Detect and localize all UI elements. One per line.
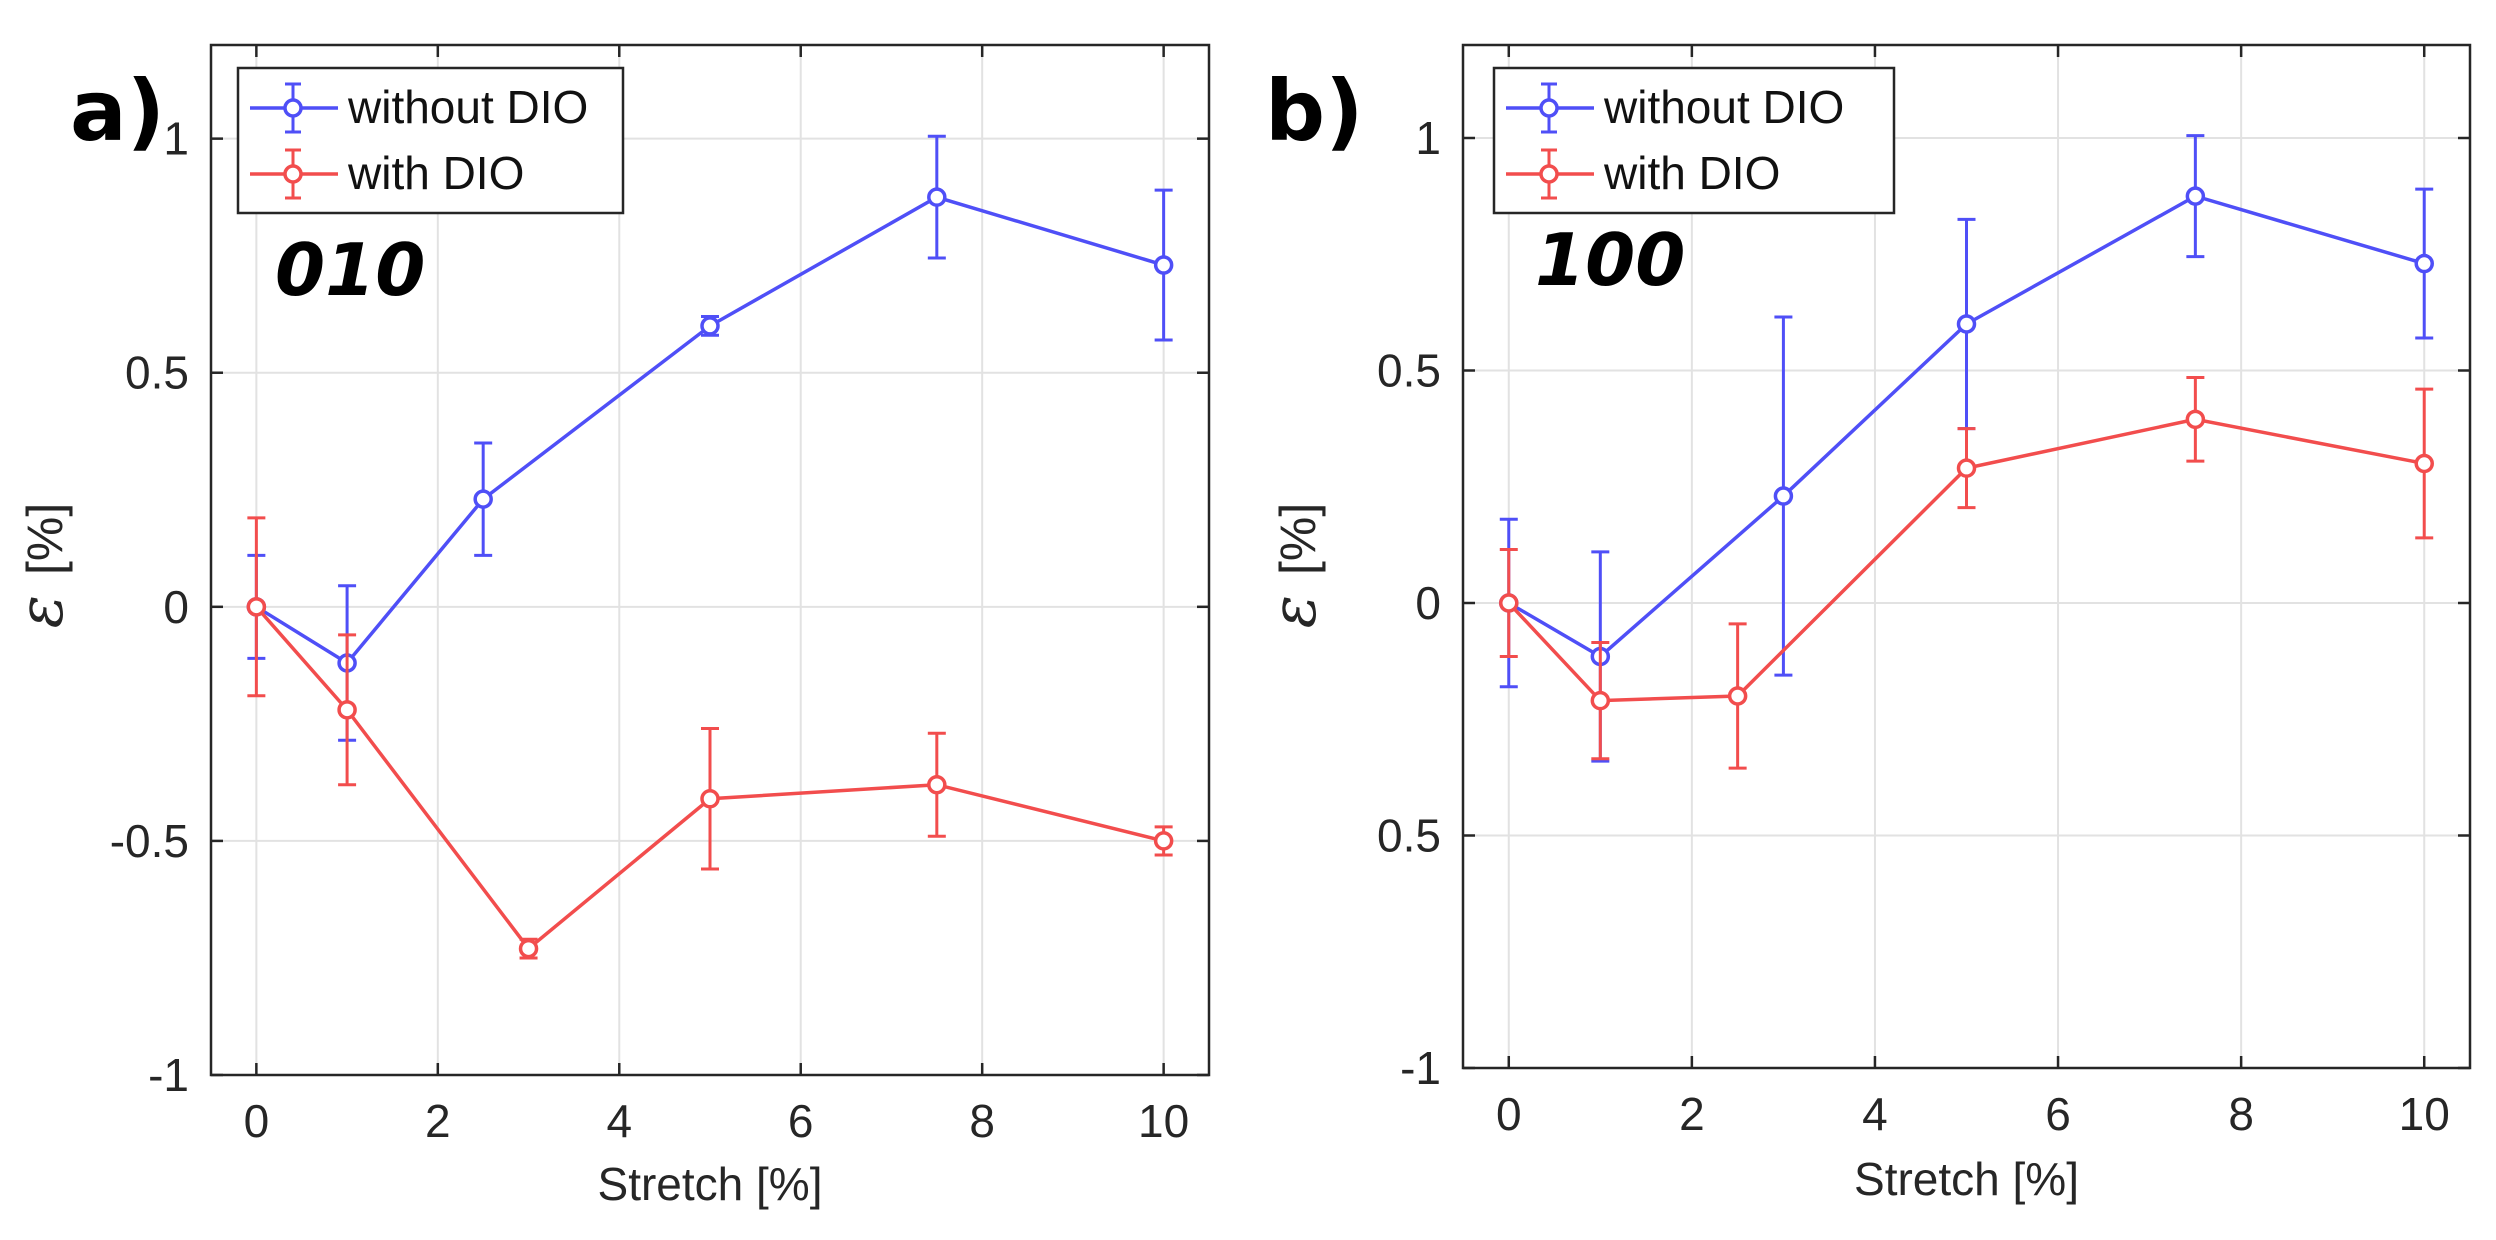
x-tick-label: 0 xyxy=(244,1095,270,1147)
legend-marker xyxy=(283,164,303,184)
data-point xyxy=(927,774,947,795)
y-tick-label: -1 xyxy=(148,1049,189,1101)
data-point xyxy=(927,187,947,207)
y-tick-label: 0.5 xyxy=(125,347,189,399)
y-tick-label: 0.5 xyxy=(1377,810,1441,862)
x-tick-label: 8 xyxy=(2228,1088,2254,1140)
legend-label: with DIO xyxy=(1603,147,1780,199)
series-line xyxy=(255,605,1165,952)
inset-label: 100 xyxy=(1535,218,1685,302)
legend-label: without DIO xyxy=(1603,81,1844,133)
data-point xyxy=(2414,453,2434,474)
y-tick-label: 1 xyxy=(163,113,189,165)
legend-label: without DIO xyxy=(347,81,588,133)
plot-area xyxy=(211,45,1209,1075)
x-axis-label: Stretch [%] xyxy=(598,1158,823,1210)
x-tick-label: 0 xyxy=(1496,1088,1522,1140)
data-point xyxy=(1956,314,1977,334)
y-tick-label: 1 xyxy=(1415,112,1441,164)
x-tick-label: 4 xyxy=(606,1095,632,1147)
data-point xyxy=(1773,486,1794,506)
data-point xyxy=(2185,409,2206,430)
axes-box xyxy=(209,43,1211,1077)
y-tick-label: -1 xyxy=(1400,1042,1441,1094)
panel-b: 0 2 4 6 8 10 -1 0.5 0 0.5 1 Stretch [%] ε [%] without … xyxy=(1257,43,2472,1205)
x-tick-label: 10 xyxy=(1138,1095,1189,1147)
y-axis-label-symbol: ε xyxy=(4,595,77,628)
legend-marker xyxy=(1539,98,1559,118)
x-tick-label: 10 xyxy=(2399,1088,2450,1140)
inset-label: 010 xyxy=(275,228,425,312)
y-tick-label: 0 xyxy=(1415,577,1441,629)
data-point xyxy=(1153,831,1174,851)
axes-box xyxy=(1461,43,2472,1070)
data-point xyxy=(1153,255,1174,275)
legend-box xyxy=(1492,66,1896,215)
legend-box xyxy=(236,66,625,215)
x-tick-label: 8 xyxy=(969,1095,995,1147)
data-point xyxy=(700,316,720,336)
y-axis-label: ε [%] xyxy=(1257,503,1330,629)
y-axis-label-symbol: ε xyxy=(1257,595,1330,628)
x-tick-label: 2 xyxy=(425,1095,451,1147)
data-point xyxy=(246,597,267,617)
data-point xyxy=(2185,186,2206,206)
legend-marker xyxy=(283,98,303,118)
legend-marker xyxy=(1539,164,1559,184)
series-line xyxy=(255,195,1165,666)
data-point xyxy=(1727,686,1748,706)
series-line xyxy=(1507,417,2425,703)
x-axis-label: Stretch [%] xyxy=(1854,1153,2079,1205)
data-point xyxy=(700,789,720,809)
legend: without DIO with DIO xyxy=(1492,66,1896,215)
series-with-dio xyxy=(246,516,1174,960)
data-point xyxy=(1590,690,1611,711)
x-tick-label: 6 xyxy=(2045,1088,2071,1140)
x-tick-label: 2 xyxy=(1679,1088,1705,1140)
legend: without DIO with DIO xyxy=(236,66,625,215)
data-point xyxy=(518,938,539,959)
y-axis-label-unit: [%] xyxy=(17,503,73,575)
plot-area xyxy=(1463,45,2470,1068)
data-point xyxy=(1499,593,1519,613)
panel-a: 0 2 4 6 8 10 -1 -0.5 0 0.5 1 Stretch [%] ε [%] without… xyxy=(4,43,1211,1210)
x-tick-label: 6 xyxy=(788,1095,814,1147)
y-axis-label-unit: [%] xyxy=(1270,503,1326,575)
y-axis-label: ε [%] xyxy=(4,503,77,629)
series-line xyxy=(1507,194,2425,659)
series-with-dio xyxy=(1499,375,2434,770)
y-tick-label: 0.5 xyxy=(1377,345,1441,397)
x-tick-label: 4 xyxy=(1862,1088,1888,1140)
panel-letter: b) xyxy=(1265,62,1364,160)
data-point xyxy=(1956,458,1977,478)
panel-letter: a) xyxy=(70,62,165,160)
legend-label: with DIO xyxy=(347,147,524,199)
data-point xyxy=(473,489,493,509)
y-tick-label: -0.5 xyxy=(110,815,189,867)
data-point xyxy=(337,700,357,720)
data-point xyxy=(2414,253,2434,274)
y-tick-label: 0 xyxy=(163,581,189,633)
